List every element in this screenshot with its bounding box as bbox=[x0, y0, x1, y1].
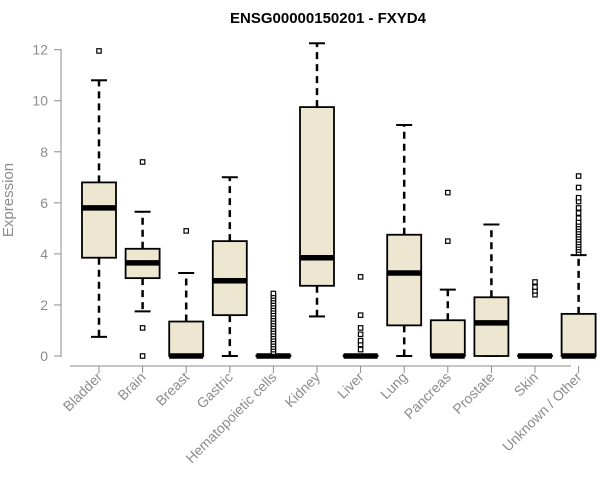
box-skin bbox=[517, 279, 553, 359]
outlier-point bbox=[183, 228, 190, 234]
box-iqr bbox=[386, 233, 423, 327]
x-category-label: Unknown / Other bbox=[499, 369, 585, 455]
x-category-label: Brain bbox=[114, 369, 148, 403]
x-category-label: Gastric bbox=[193, 369, 236, 412]
x-category-label: Kidney bbox=[282, 369, 324, 411]
chart-title: ENSG00000150201 - FXYD4 bbox=[230, 10, 427, 27]
box-kidney bbox=[299, 42, 335, 318]
box-brain bbox=[124, 159, 161, 359]
outlier-point bbox=[575, 215, 582, 221]
box-iqr bbox=[429, 319, 466, 357]
x-category-label: Prostate bbox=[449, 369, 497, 417]
y-tick-label: 2 bbox=[40, 297, 48, 313]
x-category-label: Breast bbox=[152, 369, 192, 409]
outlier-point bbox=[575, 184, 582, 191]
outlier-point bbox=[575, 210, 582, 216]
outlier-point bbox=[357, 337, 364, 344]
y-tick-label: 6 bbox=[40, 195, 48, 211]
y-tick-label: 0 bbox=[40, 348, 48, 364]
x-category-label: Pancreas bbox=[401, 369, 454, 422]
box-iqr bbox=[560, 312, 597, 357]
outlier-point bbox=[357, 274, 364, 280]
outlier-point bbox=[445, 189, 451, 196]
box-unknown-other bbox=[560, 173, 597, 359]
x-axis-ticks bbox=[98, 366, 580, 373]
x-category-label: Skin bbox=[511, 369, 542, 400]
x-category-label: Liver bbox=[334, 369, 367, 402]
outlier-point bbox=[357, 331, 364, 338]
box-iqr bbox=[81, 181, 117, 259]
outlier-point bbox=[357, 346, 364, 353]
outlier-point bbox=[532, 284, 538, 290]
outlier-point bbox=[357, 325, 364, 331]
box-iqr bbox=[168, 320, 205, 357]
y-axis-title: Expression bbox=[0, 163, 17, 237]
y-axis-ticks: 0 2 4 6 8 10 12 bbox=[32, 42, 61, 364]
outlier-point bbox=[445, 238, 451, 244]
box-iqr bbox=[473, 296, 510, 357]
outlier-point bbox=[532, 279, 538, 285]
y-tick-label: 10 bbox=[32, 93, 48, 109]
outlier-point bbox=[575, 194, 582, 201]
outlier-point bbox=[139, 325, 146, 331]
y-tick-label: 8 bbox=[40, 144, 48, 160]
outlier-point bbox=[139, 353, 146, 359]
box-gastric bbox=[211, 176, 248, 357]
box-prostate bbox=[473, 223, 510, 357]
outlier-point bbox=[357, 312, 364, 318]
outlier-point bbox=[270, 290, 277, 297]
box-lung bbox=[386, 123, 423, 357]
box-pancreas bbox=[429, 189, 466, 359]
outlier-point bbox=[96, 48, 102, 54]
x-category-label: Bladder bbox=[60, 369, 106, 415]
box-hematopoietic-cells bbox=[255, 290, 292, 359]
x-category-label: Lung bbox=[377, 369, 410, 402]
y-tick-label: 4 bbox=[40, 246, 48, 262]
outlier-point bbox=[575, 173, 582, 179]
outlier-point bbox=[575, 205, 582, 211]
box-breast bbox=[168, 228, 205, 359]
y-tick-label: 12 bbox=[32, 42, 48, 58]
box-liver bbox=[342, 274, 379, 359]
outlier-point bbox=[139, 159, 146, 165]
box-series bbox=[81, 42, 597, 359]
box-bladder bbox=[81, 48, 117, 338]
